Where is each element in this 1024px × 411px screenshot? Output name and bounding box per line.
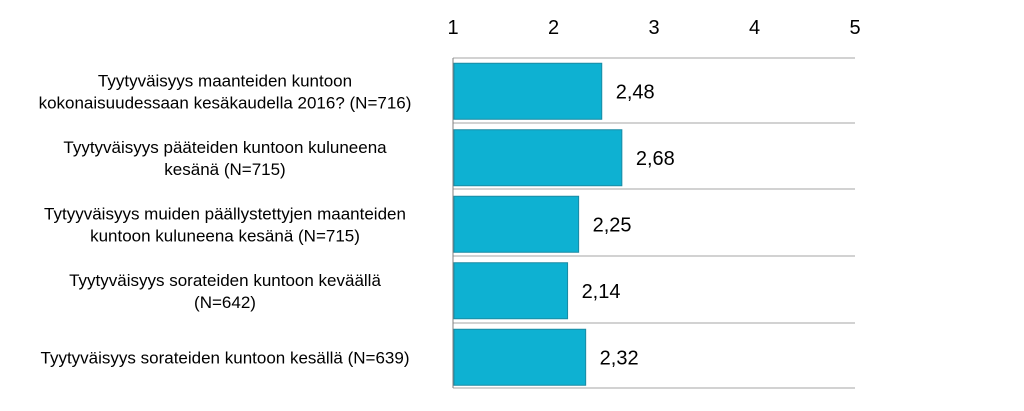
data-label: 2,68 xyxy=(636,148,675,170)
bar xyxy=(453,262,569,320)
x-tick-label: 3 xyxy=(648,17,659,39)
category-label-line: Tytyyväisyys muiden päällystettyjen maan… xyxy=(44,204,406,223)
bar xyxy=(453,328,587,386)
category-label-line: kuntoon kuluneena kesänä (N=715) xyxy=(90,226,360,245)
data-label: 2,48 xyxy=(616,81,655,103)
x-tick-label: 1 xyxy=(447,17,458,39)
data-label: 2,25 xyxy=(593,214,632,236)
x-tick-labels: 1 2 3 4 5 xyxy=(447,17,860,39)
category-labels: Tyytyväisyys maanteiden kuntoon kokonaisu… xyxy=(39,71,412,367)
category-label-line: Tyytyväisyys sorateiden kuntoon kesällä … xyxy=(41,348,410,367)
category-label: Tyytyväisyys pääteiden kuntoon kuluneena… xyxy=(63,138,387,179)
category-label-line: kokonaisuudessaan kesäkaudella 2016? (N=… xyxy=(39,93,412,112)
category-label-line: Tyytyväisyys maanteiden kuntoon xyxy=(98,71,352,90)
x-tick-label: 2 xyxy=(548,17,559,39)
bar xyxy=(453,62,603,120)
category-label-line: (N=642) xyxy=(194,293,256,312)
category-label: Tyytyväisyys maanteiden kuntoon kokonaisu… xyxy=(39,71,412,112)
category-label: Tyytyväisyys sorateiden kuntoon kesällä … xyxy=(41,348,410,367)
x-tick-label: 5 xyxy=(849,17,860,39)
bar xyxy=(453,195,580,253)
category-label-line: Tyytyväisyys pääteiden kuntoon kuluneena xyxy=(63,138,387,157)
x-tick-label: 4 xyxy=(749,17,760,39)
bars: 2,48 2,68 2,25 2,14 2,32 xyxy=(453,62,675,386)
category-label-line: kesänä (N=715) xyxy=(164,160,285,179)
data-label: 2,32 xyxy=(600,347,639,369)
bar xyxy=(453,129,623,187)
category-label: Tytyyväisyys muiden päällystettyjen maan… xyxy=(44,204,406,245)
category-label: Tyytyväisyys sorateiden kuntoon keväällä… xyxy=(69,271,381,312)
data-label: 2,14 xyxy=(582,281,621,303)
category-label-line: Tyytyväisyys sorateiden kuntoon keväällä xyxy=(69,271,381,290)
separator-lines xyxy=(453,57,855,389)
